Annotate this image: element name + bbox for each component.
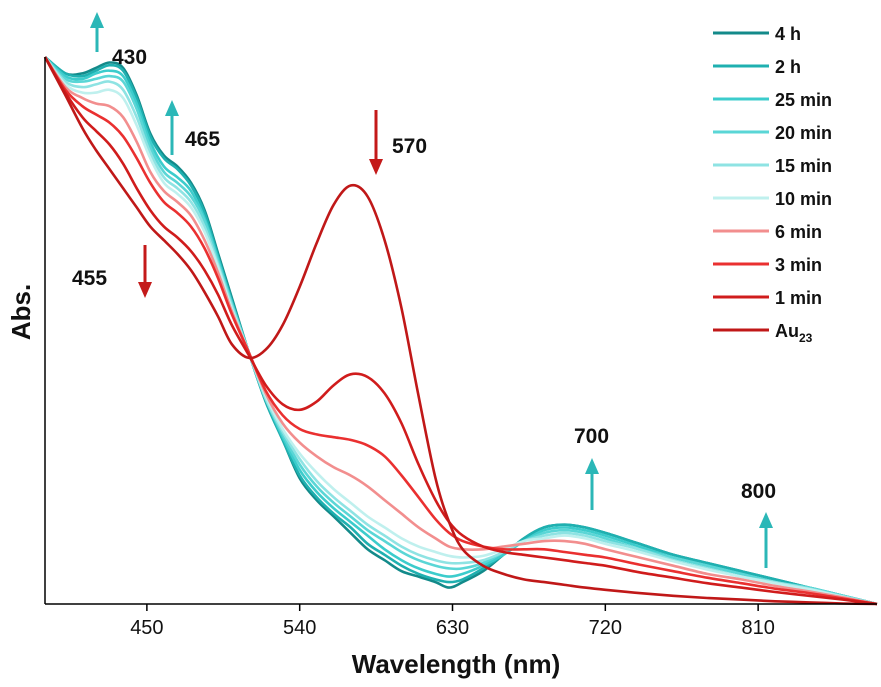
legend-label: 10 min (775, 189, 832, 209)
annotation-layer: 430 465 455 570 700 800 (72, 12, 776, 568)
x-tick-label: 720 (589, 617, 622, 639)
arrow-head (369, 159, 383, 175)
legend-label: 20 min (775, 123, 832, 143)
legend-label: 3 min (775, 255, 822, 275)
annotation-label: 570 (392, 135, 427, 158)
annotation-label: 465 (185, 128, 220, 151)
legend-item: 20 min (713, 123, 832, 143)
legend-item: 4 h (713, 24, 801, 44)
arrow-annotation-800: 800 (741, 480, 776, 568)
legend-label: 25 min (775, 90, 832, 110)
series-line-au23 (43, 56, 878, 606)
x-tick-label: 450 (130, 617, 163, 639)
legend-label: Au23 (775, 321, 813, 345)
x-axis-title: Wavelength (nm) (352, 649, 560, 679)
series-line-10-min (43, 56, 878, 606)
axes-layer: 450 540 630 720 810 (44, 57, 877, 639)
arrow-annotation-465: 465 (165, 100, 220, 155)
legend-item: Au23 (713, 321, 813, 345)
legend-item: 6 min (713, 222, 822, 242)
legend-item: 1 min (713, 288, 822, 308)
legend-label: 6 min (775, 222, 822, 242)
annotation-label: 455 (72, 267, 107, 290)
x-tick-label: 810 (741, 617, 774, 639)
series-line-1-min (43, 56, 878, 606)
series-line-25-min (44, 56, 878, 606)
arrow-head (138, 282, 152, 298)
annotation-label: 800 (741, 480, 776, 503)
legend-item: 3 min (713, 255, 822, 275)
x-tick-label: 630 (436, 617, 469, 639)
annotation-label: 700 (574, 425, 609, 448)
legend-label: 15 min (775, 156, 832, 176)
arrow-head (165, 100, 179, 116)
legend-label: 4 h (775, 24, 801, 44)
legend-item: 15 min (713, 156, 832, 176)
series-line-3-min (43, 56, 878, 606)
series-line-2-h (44, 55, 878, 606)
series-line-15-min (43, 56, 878, 606)
series-layer (43, 55, 878, 606)
x-tick-label: 540 (283, 617, 316, 639)
arrow-annotation-570: 570 (369, 110, 427, 175)
arrow-annotation-700: 700 (574, 425, 609, 510)
annotation-label: 430 (112, 46, 147, 69)
series-line-6-min (43, 56, 878, 606)
legend: 4 h 2 h 25 min 20 min 15 min 10 min 6 min 3 min… (713, 24, 832, 345)
legend-item: 2 h (713, 57, 801, 77)
arrow-head (90, 12, 104, 28)
arrow-head (759, 512, 773, 528)
arrow-head (585, 458, 599, 474)
arrow-annotation-430: 430 (90, 12, 147, 69)
legend-label: 1 min (775, 288, 822, 308)
arrow-annotation-455: 455 (72, 245, 152, 298)
legend-item: 25 min (713, 90, 832, 110)
legend-item: 10 min (713, 189, 832, 209)
y-axis-title: Abs. (6, 284, 36, 340)
legend-label: 2 h (775, 57, 801, 77)
